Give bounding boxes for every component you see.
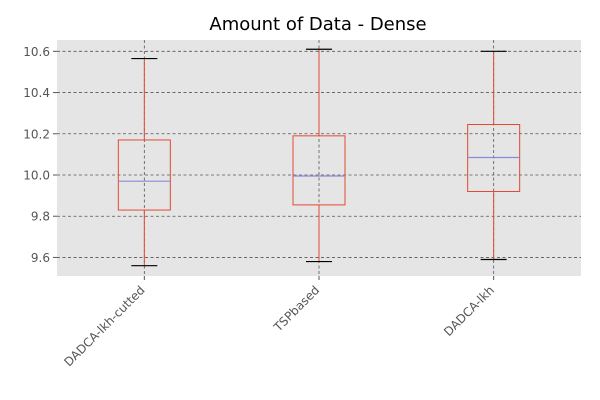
y-axis: 9.6 9.8 10.0 10.2 10.4 10.6 [23,45,57,265]
x-tick-label: TSPbased [270,283,322,335]
box-0 [117,57,171,267]
x-tick-label: DADCA-lkh-cutted [61,283,147,369]
y-tick-label: 10.4 [23,86,50,100]
iqr-box [292,135,346,206]
iqr-box [117,139,171,211]
chart-title: Amount of Data - Dense [209,14,426,35]
y-tick-label: 10.6 [23,45,50,59]
y-tick-label: 10.0 [23,169,50,183]
x-tick-label: DADCA-lkh [441,283,497,339]
y-tick-label: 10.2 [23,127,50,141]
box-1 [292,48,346,263]
y-tick-label: 9.8 [31,210,50,224]
x-axis: DADCA-lkh-cutted TSPbased DADCA-lkh [61,276,497,369]
boxes [117,48,521,267]
y-tick-label: 9.6 [31,251,50,265]
box-2 [467,50,521,261]
